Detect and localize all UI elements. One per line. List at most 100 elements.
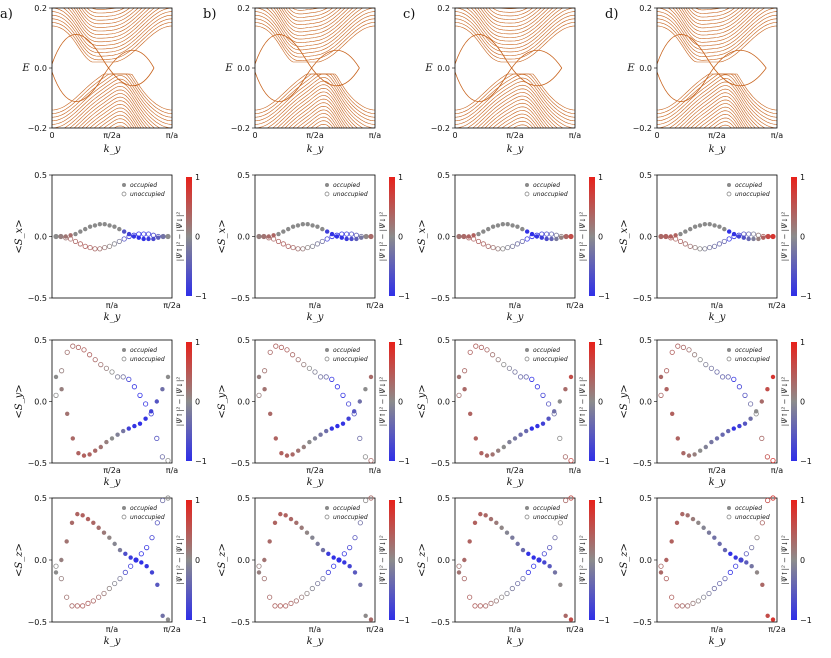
data-point-unoccupied <box>363 233 369 240</box>
band-panel-1: b) 0.2 0.0 −0.20 π/2a π/a Ek_y <box>203 0 381 155</box>
data-point-unoccupied <box>658 563 664 569</box>
data-point-occupied <box>141 236 146 242</box>
data-point-occupied <box>358 582 363 587</box>
data-point-unoccupied <box>300 246 306 252</box>
band-line <box>272 87 359 128</box>
band-line <box>103 118 133 128</box>
x-tick-label: π/a <box>309 301 322 310</box>
x-tick-label: π/a <box>309 625 322 634</box>
data-point-unoccupied <box>488 600 494 607</box>
data-point-unoccupied <box>706 590 712 597</box>
data-point-unoccupied <box>68 236 74 242</box>
y-tick-label: 0.5 <box>639 171 652 180</box>
data-point-unoccupied <box>461 233 467 240</box>
band-line <box>52 22 172 61</box>
data-point-occupied <box>59 557 64 563</box>
data-point-occupied <box>288 516 294 522</box>
band-line <box>678 92 756 128</box>
data-point-occupied <box>722 226 727 232</box>
data-point-unoccupied <box>126 233 132 240</box>
y-tick-label: 0.0 <box>237 398 250 407</box>
data-point-unoccupied <box>122 569 128 576</box>
data-point-unoccupied <box>495 246 501 252</box>
data-point-occupied <box>271 233 276 238</box>
data-point-occupied <box>518 432 523 437</box>
data-point-unoccupied <box>540 392 546 398</box>
y-axis-label: E <box>224 63 233 74</box>
data-point-occupied <box>701 525 706 530</box>
data-point-unoccupied <box>746 231 752 237</box>
spin-panel-r2-c3: occupied unoccupied 0.5 0.0 −0.5 π/2a π/a <S_y>… <box>619 336 812 488</box>
legend-marker-unoccupied <box>524 514 530 520</box>
data-point-occupied <box>520 226 525 232</box>
data-point-unoccupied <box>329 233 335 240</box>
data-point-unoccupied <box>319 238 325 245</box>
data-point-occupied <box>305 222 310 227</box>
data-point-unoccupied <box>472 603 478 609</box>
spin-panel-r2-c1: occupied unoccupied 0.5 0.0 −0.5 π/2a π/a <S_y>… <box>217 336 410 488</box>
data-point-unoccupied <box>733 563 739 569</box>
data-point-occupied <box>526 551 531 556</box>
data-point-occupied <box>490 224 496 229</box>
data-point-unoccupied <box>144 544 150 551</box>
data-point-unoccupied <box>753 411 759 417</box>
data-point-unoccupied <box>336 557 342 563</box>
y-tick-label: 0.0 <box>34 556 47 565</box>
band-line <box>657 0 777 3</box>
data-point-occupied <box>496 448 501 453</box>
data-point-unoccupied <box>165 457 171 464</box>
band-line <box>73 93 151 128</box>
data-point-occupied <box>770 617 776 622</box>
x-axis-label: k_y <box>307 477 324 488</box>
data-point-occupied <box>363 234 369 239</box>
data-point-unoccupied <box>148 411 154 417</box>
data-point-unoccupied <box>727 569 733 576</box>
band-line <box>73 8 147 32</box>
y-tick-label: 0.0 <box>639 64 652 73</box>
band-line <box>270 8 358 40</box>
band-line <box>479 8 546 27</box>
legend-unoccupied: unoccupied <box>130 514 165 521</box>
legend-unoccupied: unoccupied <box>533 356 568 363</box>
data-point-occupied <box>554 236 559 242</box>
data-point-occupied <box>128 555 133 560</box>
band-line <box>455 14 575 53</box>
data-point-unoccupied <box>64 349 70 355</box>
band-line <box>682 95 753 128</box>
band-line <box>496 113 539 128</box>
data-point-unoccupied <box>475 238 482 245</box>
data-point-unoccupied <box>750 231 757 237</box>
data-point-unoccupied <box>529 233 535 240</box>
y-tick-label: −0.5 <box>28 294 47 303</box>
colorbar-tick-label: −1 <box>398 292 410 301</box>
band-line <box>255 0 375 3</box>
data-point-unoccupied <box>770 457 776 464</box>
data-point-unoccupied <box>368 457 374 464</box>
y-tick-label: 0.5 <box>437 336 450 345</box>
data-point-occupied <box>115 432 120 437</box>
data-point-unoccupied <box>534 232 540 238</box>
band-line <box>255 80 375 128</box>
band-line <box>52 8 172 46</box>
band-line <box>499 8 520 9</box>
data-point-unoccupied <box>111 241 118 247</box>
colorbar-tick-label: 0 <box>800 556 805 565</box>
data-point-unoccupied <box>721 238 727 245</box>
legend-occupied: occupied <box>130 347 157 354</box>
data-point-occupied <box>284 453 290 458</box>
data-point-occupied <box>69 520 75 525</box>
data-point-occupied <box>256 374 262 380</box>
data-point-unoccupied <box>680 344 687 350</box>
data-point-occupied <box>692 452 697 457</box>
data-point-unoccupied <box>334 232 340 238</box>
panel-label: a) <box>0 7 13 22</box>
data-point-occupied <box>499 525 504 530</box>
data-point-unoccupied <box>266 235 272 241</box>
x-axis-label: k_y <box>507 477 524 488</box>
data-point-occupied <box>542 560 547 565</box>
band-line <box>280 95 351 128</box>
band-line <box>477 8 550 31</box>
band-line <box>492 8 528 13</box>
y-tick-label: 0.2 <box>34 4 47 13</box>
data-point-unoccupied <box>483 603 489 609</box>
